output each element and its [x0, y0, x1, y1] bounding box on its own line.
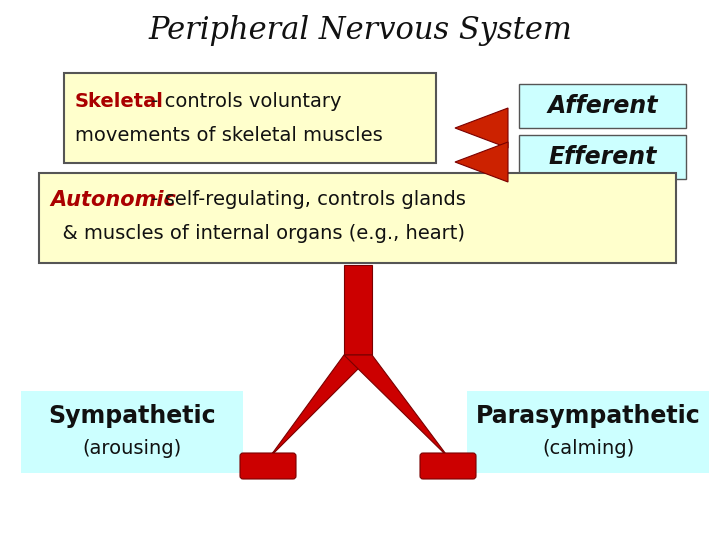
Text: Parasympathetic: Parasympathetic: [476, 404, 701, 428]
FancyBboxPatch shape: [39, 173, 676, 263]
Text: Afferent: Afferent: [547, 94, 658, 118]
FancyBboxPatch shape: [21, 391, 243, 473]
Text: movements of skeletal muscles: movements of skeletal muscles: [75, 126, 383, 145]
Text: Sympathetic: Sympathetic: [48, 404, 216, 428]
FancyBboxPatch shape: [64, 73, 436, 163]
FancyBboxPatch shape: [519, 84, 686, 128]
FancyBboxPatch shape: [420, 453, 476, 479]
Text: Peripheral Nervous System: Peripheral Nervous System: [148, 15, 572, 45]
Polygon shape: [344, 265, 372, 355]
Text: Efferent: Efferent: [549, 145, 657, 169]
Text: - self-regulating, controls glands: - self-regulating, controls glands: [145, 190, 466, 209]
Polygon shape: [455, 108, 508, 148]
Text: Skeletal: Skeletal: [75, 92, 164, 111]
Polygon shape: [455, 142, 508, 182]
Polygon shape: [344, 355, 454, 465]
Text: Autonomic: Autonomic: [50, 190, 176, 210]
Polygon shape: [262, 355, 372, 465]
FancyBboxPatch shape: [240, 453, 296, 479]
FancyBboxPatch shape: [467, 391, 709, 473]
Text: (calming): (calming): [542, 438, 634, 457]
Text: - controls voluntary: - controls voluntary: [145, 92, 341, 111]
Text: & muscles of internal organs (e.g., heart): & muscles of internal organs (e.g., hear…: [50, 224, 465, 243]
FancyBboxPatch shape: [519, 135, 686, 179]
Text: (arousing): (arousing): [82, 438, 181, 457]
